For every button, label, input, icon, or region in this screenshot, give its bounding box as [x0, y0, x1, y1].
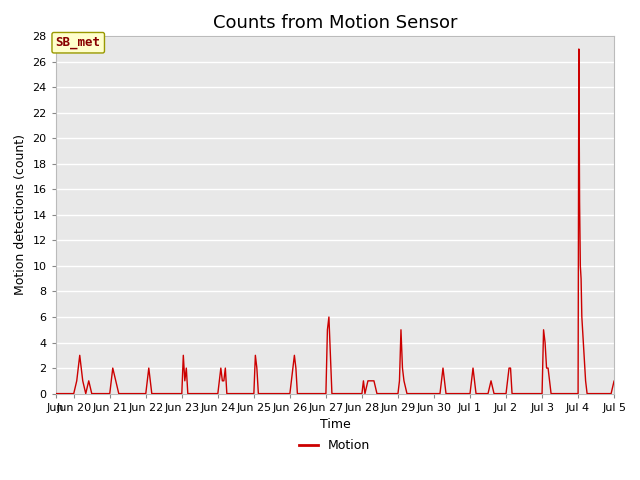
X-axis label: Time: Time: [319, 418, 350, 431]
Legend: Motion: Motion: [300, 439, 371, 452]
Y-axis label: Motion detections (count): Motion detections (count): [14, 134, 27, 295]
Title: Counts from Motion Sensor: Counts from Motion Sensor: [212, 14, 457, 32]
Text: SB_met: SB_met: [56, 36, 100, 49]
